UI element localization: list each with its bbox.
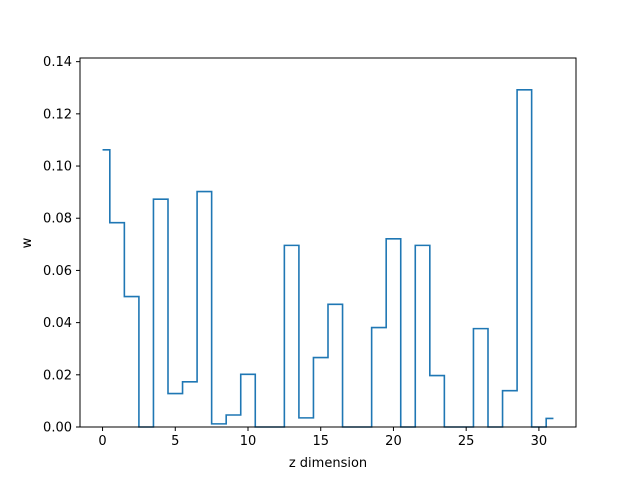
x-tick-label: 15 xyxy=(312,434,329,449)
series-0-step-line xyxy=(102,89,554,428)
x-axis-ticks: 0 5 10 15 20 25 30 xyxy=(98,427,547,449)
x-tick-label: 0 xyxy=(98,434,106,449)
x-tick-label: 25 xyxy=(458,434,475,449)
y-tick-label: 0.10 xyxy=(43,160,72,175)
x-tick-label: 5 xyxy=(171,434,179,449)
y-tick-label: 0.14 xyxy=(43,55,72,70)
y-axis-ticks: 0.00 0.02 0.04 0.06 0.08 0.10 0.12 0.14 xyxy=(43,55,80,436)
y-tick-label: 0.08 xyxy=(43,212,72,227)
plot-area xyxy=(102,89,554,428)
x-tick-label: 30 xyxy=(531,434,548,449)
y-tick-label: 0.02 xyxy=(43,368,72,383)
y-tick-label: 0.00 xyxy=(43,421,72,436)
y-tick-label: 0.06 xyxy=(43,264,72,279)
x-tick-label: 10 xyxy=(240,434,257,449)
y-tick-label: 0.04 xyxy=(43,316,72,331)
y-axis-label: w xyxy=(20,237,35,248)
y-tick-label: 0.12 xyxy=(43,107,72,122)
x-tick-label: 20 xyxy=(385,434,402,449)
axes-frame xyxy=(79,57,577,428)
x-axis-label: z dimension xyxy=(289,456,367,471)
